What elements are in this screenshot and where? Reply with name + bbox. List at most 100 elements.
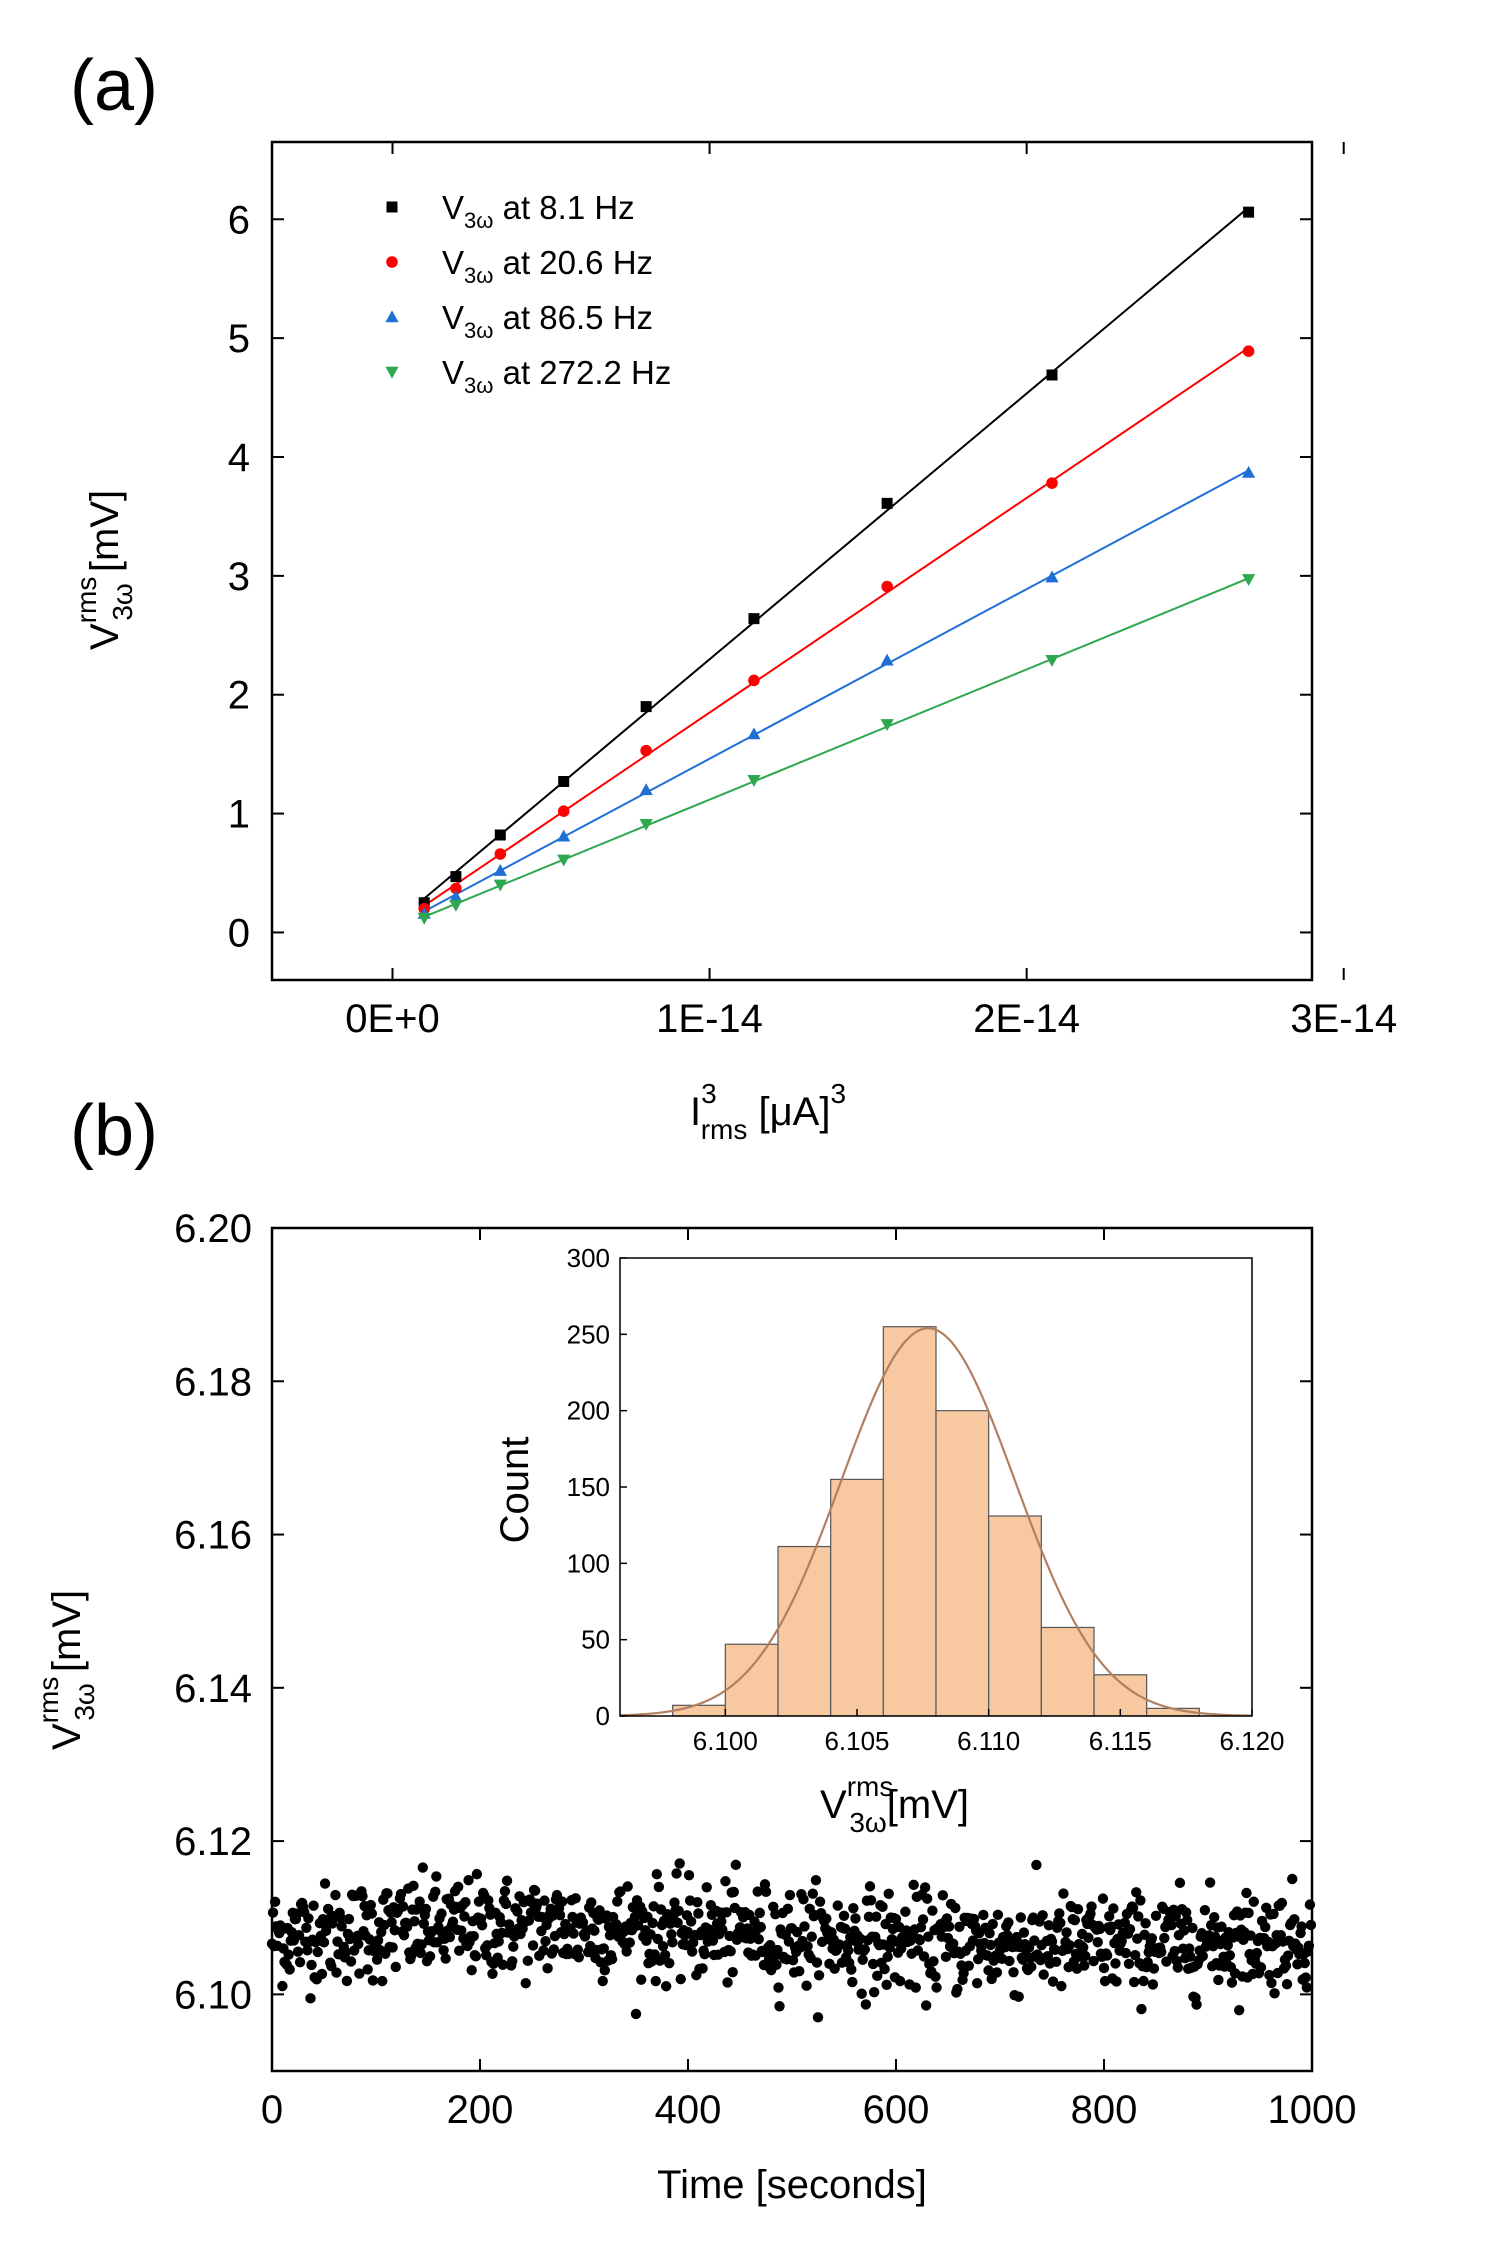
trace-point (701, 1882, 712, 1893)
trace-point (850, 1913, 861, 1924)
trace-point (927, 1905, 938, 1916)
trace-point (686, 1946, 698, 1957)
trace-point (908, 1879, 919, 1891)
trace-point (500, 1898, 512, 1910)
trace-point (1148, 1963, 1160, 1974)
trace-point (1216, 1921, 1227, 1932)
trace-point (267, 1907, 279, 1918)
trace-point (1131, 1887, 1142, 1898)
trace-point (1056, 1980, 1067, 1992)
trace-point (1159, 1932, 1170, 1944)
trace-point (1300, 1972, 1311, 1983)
trace-point (269, 1896, 281, 1908)
trace-point (305, 1993, 316, 2004)
trace-point (884, 1942, 895, 1953)
trace-point (920, 2000, 932, 2011)
trace-point (1213, 1974, 1224, 1986)
trace-point (487, 1968, 498, 1980)
y-tick-label: 6.18 (174, 1360, 252, 1404)
legend-marker-series-4 (385, 366, 399, 379)
trace-point (476, 1920, 488, 1931)
trace-point (1110, 1958, 1121, 1969)
x-tick-label: 0E+0 (345, 997, 440, 1041)
trace-point (539, 1895, 550, 1906)
trace-point (1241, 1887, 1252, 1899)
trace-point (538, 1945, 549, 1956)
panel-b-label: (b) (70, 1091, 158, 1171)
x-tick-label: 400 (655, 2088, 722, 2132)
trace-point (950, 1902, 961, 1914)
trace-point (283, 1949, 294, 1960)
trace-point (520, 1977, 531, 1989)
x-tick-label: 0 (261, 2088, 283, 2132)
data-point-series-2 (640, 744, 652, 757)
trace-point (868, 1986, 880, 1998)
trace-point (728, 1886, 739, 1898)
trace-point (652, 1933, 664, 1945)
trace-point (353, 1938, 364, 1950)
trace-point (636, 1974, 647, 1985)
trace-point (343, 1913, 355, 1925)
trace-point (415, 1947, 426, 1959)
trace-point (722, 1977, 733, 1988)
trace-point (1264, 1969, 1275, 1981)
x-tick-label: 200 (447, 2088, 514, 2132)
trace-point (420, 1903, 432, 1915)
trace-point (1003, 1917, 1014, 1928)
data-point-series-1 (748, 613, 760, 625)
trace-point (377, 1975, 388, 1987)
trace-point (460, 1896, 471, 1908)
trace-point (1209, 1912, 1220, 1923)
trace-point (284, 1964, 295, 1975)
trace-point (1150, 1910, 1162, 1922)
trace-point (864, 1881, 876, 1892)
trace-point (365, 1899, 376, 1911)
panel-a-frame (270, 140, 1314, 982)
trace-point (727, 1966, 738, 1978)
trace-point (832, 1900, 843, 1911)
trace-point (292, 1946, 304, 1957)
trace-point (1043, 1920, 1055, 1931)
trace-point (362, 1964, 373, 1975)
trace-point (408, 1880, 419, 1892)
trace-point (386, 1917, 397, 1928)
trace-point (1296, 1921, 1307, 1932)
trace-point (1146, 1933, 1158, 1944)
panel-b-x-axis-title: Time [seconds] (657, 2163, 927, 2207)
trace-point (395, 1888, 407, 1900)
trace-point (716, 1916, 727, 1927)
trace-point (752, 1886, 763, 1897)
trace-point (834, 1939, 846, 1951)
trace-point (431, 1871, 442, 1882)
trace-point (730, 1859, 742, 1871)
x-tick-label: 800 (1071, 2088, 1138, 2132)
trace-point (983, 1965, 994, 1976)
trace-point (1083, 1932, 1094, 1943)
trace-point (503, 1919, 515, 1930)
trace-point (312, 1946, 323, 1958)
trace-point (572, 1944, 583, 1955)
legend-label-series-3: V3ω at 86.5 Hz (442, 299, 653, 343)
trace-point (821, 1913, 832, 1924)
y-tick-label: 6.14 (174, 1667, 252, 1711)
trace-point (685, 1916, 697, 1927)
y-tick-label: 1 (228, 793, 250, 837)
trace-point (1086, 1901, 1097, 1912)
trace-point (672, 1917, 683, 1928)
trace-point (454, 1945, 465, 1956)
trace-point (918, 1951, 930, 1962)
trace-point (720, 1876, 731, 1887)
trace-point (444, 1931, 456, 1943)
trace-point (318, 1937, 330, 1948)
trace-point (1197, 1950, 1209, 1962)
trace-point (414, 1896, 425, 1907)
data-point-series-1 (640, 701, 652, 713)
histogram-bar (672, 1704, 726, 1717)
trace-point (660, 1981, 672, 1992)
trace-point (693, 1908, 704, 1919)
trace-point (1191, 1999, 1202, 2010)
trace-point (659, 1949, 671, 1961)
trace-point (1080, 1950, 1091, 1962)
data-point-series-4 (493, 879, 507, 892)
trace-point (357, 1891, 368, 1902)
